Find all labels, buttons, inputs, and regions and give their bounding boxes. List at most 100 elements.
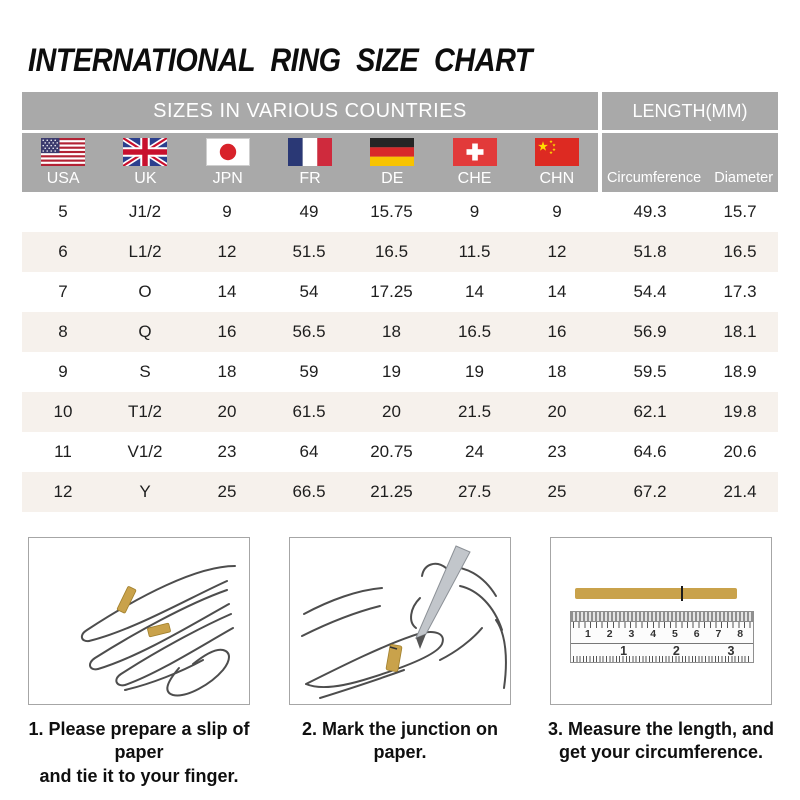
country-code-label: CHN [539, 170, 575, 188]
size-cell: 16.5 [374, 242, 409, 261]
table-row: 10 T1/2 20 61.5 20 21.5 20 62.1 19.8 [22, 392, 778, 432]
france-flag-icon [287, 138, 332, 167]
measuring-steps-row: 1. Please prepare a slip of paper and ti… [0, 537, 800, 788]
step-2-caption: 2. Mark the junction on paper. [301, 719, 498, 763]
column-header-uk: UK [104, 133, 186, 192]
length-columns-header: Circumference Diameter [602, 133, 778, 192]
size-cell: 20 [382, 402, 401, 421]
size-cell: 5 [58, 202, 68, 221]
size-cell: Q [138, 322, 152, 341]
size-cell: 21.5 [457, 402, 492, 421]
country-code-label: JPN [212, 170, 243, 188]
pen-marking-junction-illustration [289, 537, 511, 705]
size-cell: 51.5 [292, 242, 326, 261]
step-3: 1 2 3 4 5 6 7 8 1 2 3 [536, 537, 786, 788]
table-row: 11 V1/2 23 64 20.75 24 23 64.6 20.6 [22, 432, 778, 472]
size-cell: 21.4 [723, 482, 757, 501]
circumference-column-label: Circumference [606, 170, 702, 186]
size-data-table: 5 J1/2 9 49 15.75 9 9 49.3 15.7 6 L1/2 12 51.5 16.5 11… [22, 192, 778, 512]
country-code-label: USA [46, 170, 80, 188]
ruler-inch-scale: 1 2 3 [571, 644, 753, 663]
size-cell: 16 [217, 322, 237, 341]
size-cell: 14 [217, 282, 237, 301]
size-cell: T1/2 [127, 402, 163, 421]
size-cell: 25 [217, 482, 237, 501]
size-cell: 6 [58, 242, 68, 261]
size-cell: 14 [465, 282, 484, 301]
country-code-label: DE [381, 170, 404, 188]
size-cell: O [138, 282, 152, 301]
size-cell: 25 [547, 482, 567, 501]
size-cell: 16 [547, 322, 567, 341]
column-header-fr: FR [269, 133, 351, 192]
ruler-measure-illustration: 1 2 3 4 5 6 7 8 1 2 3 [550, 537, 772, 705]
size-cell: 23 [217, 442, 237, 461]
ruler-cm-scale: 1 2 3 4 5 6 7 8 [571, 622, 753, 644]
size-cell: 19.8 [723, 402, 757, 421]
table-row: 7 O 14 54 17.25 14 14 54.4 17.3 [22, 272, 778, 312]
size-cell: 23 [547, 442, 567, 461]
size-cell: 16.5 [723, 242, 757, 261]
size-cell: L1/2 [128, 242, 162, 261]
size-cell: 66.5 [292, 482, 326, 501]
size-cell: 15.7 [723, 202, 757, 221]
size-cell: 9 [469, 202, 480, 221]
ruler-cm-ticks [573, 622, 751, 628]
step-2: 2. Mark the junction on paper. [275, 537, 525, 788]
page-title: INTERNATIONAL RING SIZE CHART [28, 42, 533, 78]
size-cell: 18 [217, 362, 237, 381]
table-row: 8 Q 16 56.5 18 16.5 16 56.9 18.1 [22, 312, 778, 352]
size-cell: 12 [53, 482, 73, 501]
table-row: 6 L1/2 12 51.5 16.5 11.5 12 51.8 16.5 [22, 232, 778, 272]
size-cell: 9 [552, 202, 562, 221]
size-cell: 59 [299, 362, 319, 381]
size-cell: 7 [58, 282, 68, 301]
size-cell: 20 [547, 402, 567, 421]
size-cell: 51.8 [633, 242, 667, 261]
country-code-label: UK [134, 170, 157, 188]
size-cell: 8 [58, 322, 68, 341]
size-cell: 56.5 [292, 322, 326, 341]
size-cell: 64 [299, 442, 319, 461]
length-group-header: LENGTH(MM) [602, 92, 778, 130]
size-cell: 9 [58, 362, 68, 381]
diameter-column-label: Diameter [714, 170, 774, 186]
uk-flag-icon [123, 138, 168, 167]
size-cell: 20 [217, 402, 237, 421]
ruler: 1 2 3 4 5 6 7 8 1 2 3 [570, 611, 754, 663]
country-code-label: FR [299, 170, 321, 188]
ruler-cm-numbers: 1 2 3 4 5 6 7 8 [584, 628, 744, 640]
step-1: 1. Please prepare a slip of paper and ti… [14, 537, 264, 788]
size-cell: 67.2 [633, 482, 667, 501]
size-cell: 14 [547, 282, 567, 301]
hand-with-paper-slip-illustration [28, 537, 250, 705]
table-row: 9 S 18 59 19 19 18 59.5 18.9 [22, 352, 778, 392]
size-cell: V1/2 [127, 442, 163, 461]
table-group-header-row: SIZES IN VARIOUS COUNTRIES LENGTH(MM) [22, 92, 778, 130]
size-cell: 20.75 [370, 442, 413, 461]
column-header-de: DE [351, 133, 433, 192]
column-header-usa: USA [22, 133, 104, 192]
size-cell: 20.6 [723, 442, 757, 461]
ruler-serrated-edge [571, 612, 753, 622]
table-row: 12 Y 25 66.5 21.25 27.5 25 67.2 21.4 [22, 472, 778, 512]
size-cell: 18.1 [723, 322, 757, 341]
size-cell: 17.3 [723, 282, 757, 301]
size-cell: 15.75 [370, 202, 413, 221]
country-code-label: CHE [457, 170, 492, 188]
switzerland-flag-icon [452, 138, 497, 167]
column-header-che: CHE [433, 133, 515, 192]
size-cell: 12 [547, 242, 567, 261]
paper-strip [575, 588, 737, 599]
column-header-jpn: JPN [187, 133, 269, 192]
size-cell: 16.5 [457, 322, 492, 341]
japan-flag-icon [205, 138, 250, 167]
size-chart-table: SIZES IN VARIOUS COUNTRIES LENGTH(MM) [22, 92, 778, 512]
size-cell: Y [139, 482, 151, 501]
size-cell: 19 [465, 362, 484, 381]
usa-flag-icon [41, 138, 86, 167]
germany-flag-icon [370, 138, 415, 167]
size-cell: 19 [382, 362, 401, 381]
step-3-caption: 3. Measure the length, and get your circ… [547, 719, 775, 763]
